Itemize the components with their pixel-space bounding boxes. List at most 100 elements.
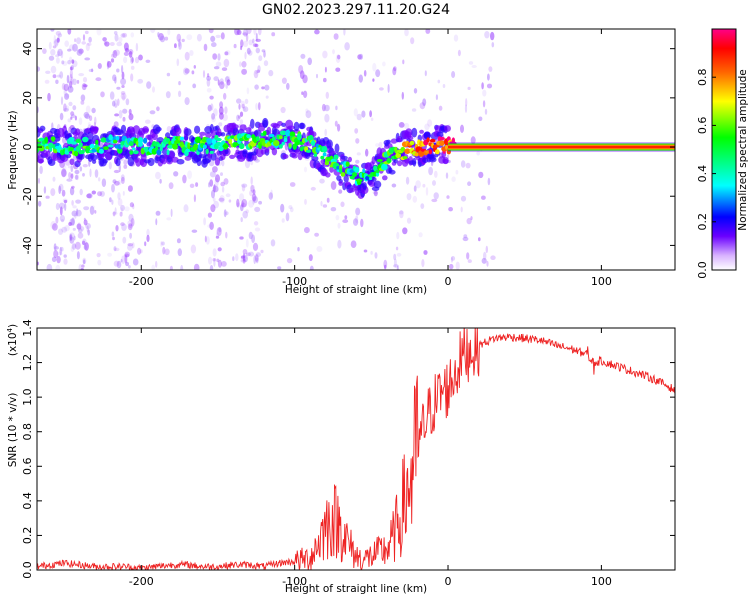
heatmap-noise-cell xyxy=(219,101,224,109)
heatmap-noise-cell xyxy=(330,181,337,190)
heatmap-noise-cell xyxy=(107,61,112,68)
heatmap-ridge-core-cell xyxy=(273,140,280,147)
heatmap-noise-cell xyxy=(72,78,77,86)
heatmap-noise-cell xyxy=(114,99,118,108)
heatmap-noise-cell xyxy=(61,168,67,178)
heatmap-noise-cell xyxy=(261,86,265,90)
heatmap-ridge-core-cell xyxy=(230,135,235,139)
heatmap-noise-cell xyxy=(184,68,190,74)
heatmap-ridge-core-cell xyxy=(321,146,328,153)
heatmap-noise-cell xyxy=(203,217,207,226)
heatmap-noise-cell xyxy=(383,259,388,269)
heatmap-noise-cell xyxy=(241,183,248,188)
heatmap-noise-cell xyxy=(217,247,222,252)
heatmap-noise-cell xyxy=(263,50,266,58)
heatmap-ridge-core-cell xyxy=(218,146,224,152)
heatmap-ridge-core-cell xyxy=(129,150,134,155)
heatmap-noise-cell xyxy=(373,190,378,197)
heatmap-ridge-halo-cell xyxy=(429,154,436,162)
heatmap-noise-cell xyxy=(261,49,266,53)
heatmap-ridge-halo-cell xyxy=(347,156,352,163)
heatmap-noise-cell xyxy=(335,105,338,111)
heatmap-noise-cell xyxy=(78,117,83,125)
heatmap-ridge-core-cell xyxy=(228,138,233,145)
heatmap-noise-cell xyxy=(174,43,177,49)
heatmap-noise-cell xyxy=(228,199,232,203)
heatmap-noise-cell xyxy=(130,56,134,65)
heatmap-noise-cell xyxy=(73,235,76,241)
heatmap-noise-cell xyxy=(196,33,202,42)
heatmap-noise-cell xyxy=(258,55,263,62)
heatmap-noise-cell xyxy=(63,83,69,92)
heatmap-noise-cell xyxy=(53,243,57,251)
heatmap-ridge-halo-cell xyxy=(142,126,150,134)
heatmap-noise-cell xyxy=(169,265,173,270)
heatmap-noise-cell xyxy=(69,66,73,71)
heatmap-noise-cell xyxy=(137,247,142,255)
heatmap-noise-cell xyxy=(476,150,481,156)
heatmap-noise-cell xyxy=(189,50,194,56)
heatmap-noise-cell xyxy=(177,248,182,257)
heatmap-noise-cell xyxy=(107,252,112,257)
heatmap-noise-cell xyxy=(155,260,158,268)
heatmap-noise-cell xyxy=(114,247,120,252)
heatmap-noise-cell xyxy=(326,197,330,203)
heatmap-noise-cell xyxy=(129,232,133,239)
heatmap-noise-cell xyxy=(382,61,386,67)
heatmap-ridge-core-cell xyxy=(305,149,312,153)
heatmap-noise-cell xyxy=(159,35,166,43)
heatmap-noise-cell xyxy=(450,256,454,263)
heatmap-noise-cell xyxy=(63,88,67,96)
heatmap-ridge-core-cell xyxy=(278,144,283,149)
heatmap-noise-cell xyxy=(178,81,181,86)
heatmap-noise-cell xyxy=(268,69,274,77)
heatmap-ridge-halo-cell xyxy=(397,160,403,167)
heatmap-ridge-core-cell xyxy=(289,131,296,137)
heatmap-noise-cell xyxy=(99,142,103,148)
heatmap-noise-cell xyxy=(113,49,120,56)
heatmap-noise-cell xyxy=(97,259,102,266)
heatmap-noise-cell xyxy=(358,74,363,83)
heatmap-ridge-core-cell xyxy=(438,136,445,141)
heatmap-noise-cell xyxy=(247,50,253,56)
heatmap-noise-cell xyxy=(254,227,261,232)
heatmap-noise-cell xyxy=(63,254,67,258)
heatmap-noise-cell xyxy=(83,84,88,88)
heatmap-noise-cell xyxy=(74,169,80,175)
heatmap-noise-cell xyxy=(404,29,409,37)
heatmap-noise-cell xyxy=(255,47,260,54)
heatmap-ridge-halo-cell xyxy=(91,154,98,161)
heatmap-ridge-halo-cell xyxy=(388,169,396,175)
heatmap-ridge-halo-cell xyxy=(175,127,182,135)
heatmap-noise-cell xyxy=(91,68,94,73)
heatmap-ridge-halo-cell xyxy=(390,138,398,144)
heatmap-noise-cell xyxy=(72,243,76,248)
heatmap-ridge-core-cell xyxy=(404,148,411,154)
heatmap-ridge-halo-cell xyxy=(373,180,382,189)
heatmap-noise-cell xyxy=(333,33,339,40)
heatmap-ridge-halo-cell xyxy=(262,119,268,128)
heatmap-noise-cell xyxy=(62,198,68,203)
heatmap-noise-cell xyxy=(384,264,387,270)
heatmap-ridge-core-cell xyxy=(167,144,174,149)
heatmap-noise-cell xyxy=(69,234,72,241)
heatmap-noise-cell xyxy=(236,98,242,104)
heatmap-noise-cell xyxy=(415,180,421,189)
heatmap-noise-cell xyxy=(113,31,118,35)
heatmap-ridge-halo-cell xyxy=(266,126,272,137)
heatmap-ridge-core-cell xyxy=(340,172,346,177)
heatmap-ridge-core-cell xyxy=(38,145,45,152)
heatmap-noise-cell xyxy=(431,198,438,203)
heatmap-noise-cell xyxy=(264,84,270,91)
heatmap-noise-cell xyxy=(95,77,102,82)
heatmap-noise-cell xyxy=(84,30,89,35)
snr-y-tick-label: 0.4 xyxy=(21,492,34,510)
heatmap-noise-cell xyxy=(71,217,75,226)
heatmap-noise-cell xyxy=(402,227,408,235)
heatmap-noise-cell xyxy=(465,162,471,169)
heatmap-noise-cell xyxy=(258,102,261,111)
heatmap-noise-cell xyxy=(166,72,171,77)
heatmap-noise-cell xyxy=(365,148,369,157)
heatmap-ridge-core-cell xyxy=(78,142,83,148)
spectrogram-y-tick-label: 20 xyxy=(21,91,34,105)
